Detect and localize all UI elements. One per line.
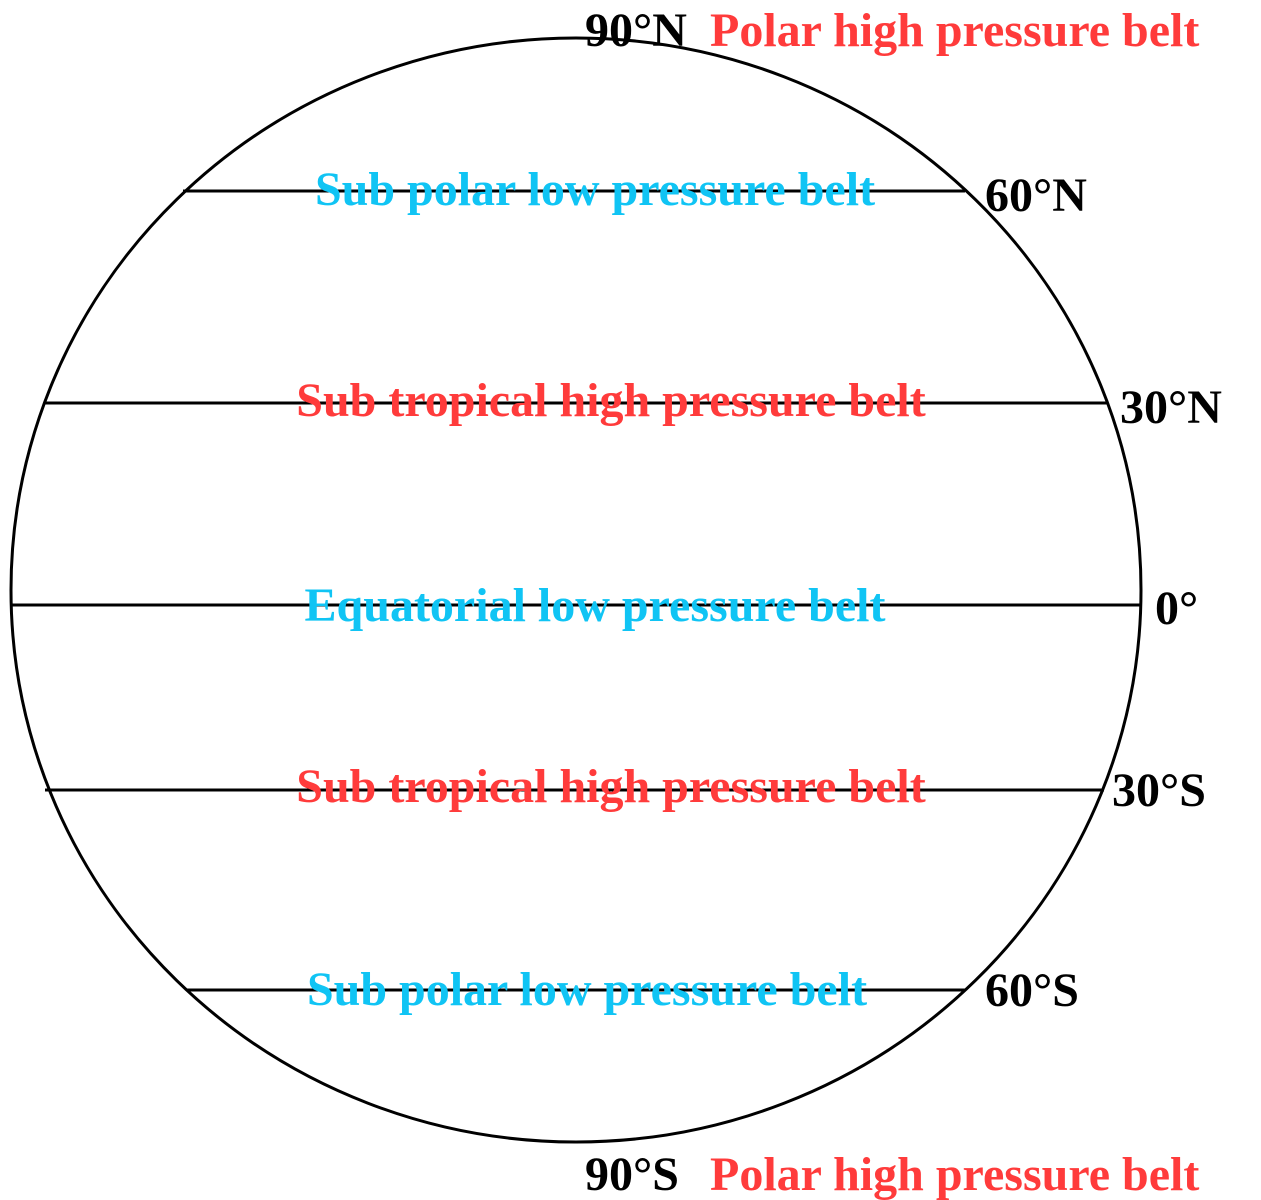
globe-outline <box>9 36 1143 1144</box>
latitude-label: 30°N <box>1120 381 1222 434</box>
latitude-label: 0° <box>1155 582 1198 635</box>
latitude-label: 60°N <box>985 169 1087 222</box>
latitude-label: 60°S <box>985 964 1079 1017</box>
latitude-label: 30°S <box>1112 764 1206 817</box>
belt-label: Polar high pressure belt <box>710 1148 1199 1200</box>
latitude-label: 90°S <box>585 1148 679 1200</box>
latitude-label: 90°N <box>585 4 687 57</box>
belt-label: Sub polar low pressure belt <box>315 163 875 216</box>
belt-label: Polar high pressure belt <box>710 4 1199 57</box>
belt-label: Equatorial low pressure belt <box>305 579 886 632</box>
belt-label: Sub polar low pressure belt <box>307 963 867 1016</box>
belt-label: Sub tropical high pressure belt <box>296 760 925 813</box>
belt-label: Sub tropical high pressure belt <box>296 374 925 427</box>
